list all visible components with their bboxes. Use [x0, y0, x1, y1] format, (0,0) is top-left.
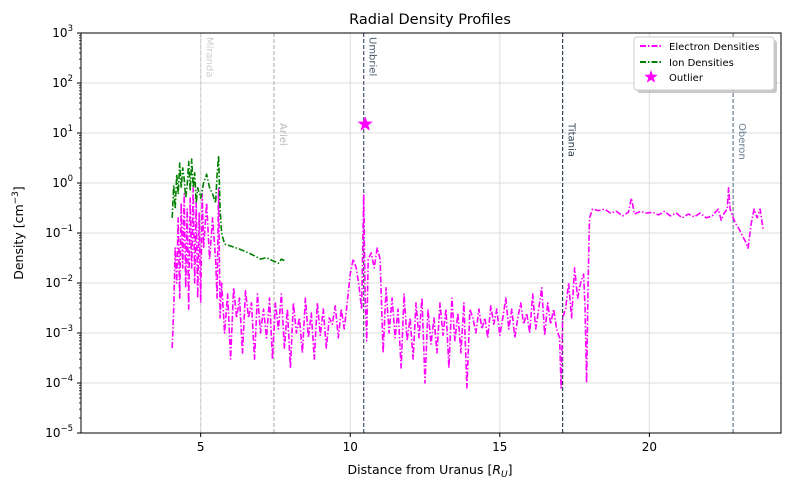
legend-label-ion: Ion Densities	[669, 58, 734, 69]
y-tick-label: 102	[52, 74, 73, 90]
x-tick-label: 15	[492, 440, 507, 454]
y-axis-label: Density [cm−3]	[11, 186, 26, 280]
y-tick-label: 10−4	[45, 374, 73, 390]
legend-star-icon	[644, 70, 658, 83]
moon-lines: Miranda Ariel Umbriel Titania Oberon	[200, 33, 747, 433]
moon-label-ariel: Ariel	[277, 123, 288, 146]
y-tick-label: 10−5	[45, 424, 73, 440]
series	[171, 155, 764, 389]
x-tick-label: 5	[197, 440, 205, 454]
markers	[357, 116, 373, 131]
y-tick-label: 10−3	[45, 324, 73, 340]
y-tick-label: 10−1	[45, 224, 73, 240]
x-tick-label: 10	[343, 440, 358, 454]
y-tick-label: 103	[52, 24, 73, 40]
y-tick-label: 10−2	[45, 274, 73, 290]
ticks: 5 10 15 20 10−5 10−4 10−3 10−2 10−1 100 101 102 103	[45, 24, 657, 454]
legend: Electron Densities Ion Densities Outlier	[633, 36, 777, 93]
series-line-ion	[171, 155, 285, 264]
legend-box	[633, 36, 775, 91]
moon-label-titania: Titania	[566, 122, 577, 157]
legend-label-electron: Electron Densities	[669, 42, 759, 53]
moon-label-oberon: Oberon	[736, 123, 747, 160]
moon-label-umbriel: Umbriel	[367, 37, 378, 76]
legend-star-mark	[644, 70, 658, 83]
chart-title: Radial Density Profiles	[349, 12, 511, 28]
outlier-star	[357, 116, 373, 131]
x-tick-label: 20	[642, 440, 657, 454]
legend-label-outlier: Outlier	[669, 73, 704, 84]
y-tick-label: 100	[52, 174, 73, 190]
y-tick-label: 101	[52, 124, 73, 140]
x-axis-label: Distance from Uranus [RU]	[347, 462, 512, 480]
moon-label-miranda: Miranda	[204, 37, 215, 77]
